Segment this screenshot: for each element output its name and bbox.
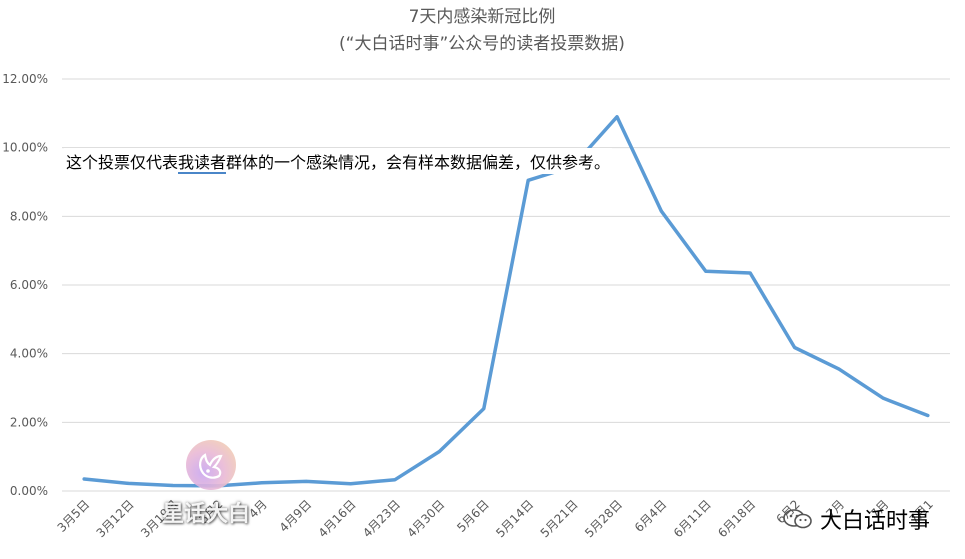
x-tick-label: 4月23日 — [360, 497, 403, 540]
x-tick-label: 4月30日 — [404, 497, 447, 540]
y-tick-label: 4.00% — [10, 347, 48, 361]
annotation-text-after: 群体的一个感染情况，会有样本数据偏差，仅供参考。 — [226, 153, 611, 172]
data-point — [659, 209, 663, 213]
data-point — [82, 477, 86, 481]
data-point — [704, 269, 708, 273]
annotation-text-before: 这个投票仅代表 — [66, 153, 179, 172]
y-tick-label: 6.00% — [10, 278, 48, 292]
data-point — [748, 271, 752, 275]
x-tick-label: 5月21日 — [538, 497, 581, 540]
gridlines — [62, 78, 950, 492]
rabbit-logo-icon — [186, 440, 236, 490]
wechat-icon — [782, 507, 814, 531]
y-tick-label: 12.00% — [2, 72, 48, 86]
chart-subtitle: (“大白话时事”公众号的读者投票数据) — [339, 34, 625, 54]
data-point — [526, 178, 530, 182]
x-tick-label: 5月6日 — [454, 497, 492, 535]
data-point — [304, 479, 308, 483]
chart-annotation: 这个投票仅代表我读者群体的一个感染情况，会有样本数据偏差，仅供参考。 — [64, 148, 613, 174]
watermark-right-text: 大白话时事 — [820, 509, 931, 534]
x-tick-label: 6月11日 — [671, 497, 714, 540]
data-point — [349, 482, 353, 486]
data-point — [171, 484, 175, 488]
data-point — [393, 478, 397, 482]
x-tick-label: 4月9日 — [277, 497, 315, 535]
x-tick-label: 3月5日 — [55, 497, 93, 535]
data-point — [437, 450, 441, 454]
y-tick-label: 10.00% — [2, 141, 48, 155]
data-point — [615, 115, 619, 119]
x-tick-label: 6月4日 — [632, 497, 670, 535]
x-tick-label: 5月28日 — [582, 497, 625, 540]
data-point — [482, 407, 486, 411]
x-tick-label: 6月18日 — [715, 497, 758, 540]
watermark-right: 大白话时事 — [782, 503, 930, 535]
data-point — [881, 396, 885, 400]
y-tick-label: 0.00% — [10, 484, 48, 498]
chart-title: 7天内感染新冠比例 — [409, 7, 556, 27]
y-tick-label: 2.00% — [10, 415, 48, 429]
x-tick-label: 4月16日 — [316, 497, 359, 540]
data-point — [926, 413, 930, 417]
annotation-text-underlined: 我读者 — [178, 153, 227, 174]
data-point — [793, 345, 797, 349]
watermark-left: 星话大白 — [162, 502, 251, 527]
data-point — [837, 367, 841, 371]
data-point — [127, 481, 131, 485]
y-tick-label: 8.00% — [10, 209, 48, 223]
x-tick-label: 5月14日 — [493, 497, 536, 540]
y-axis-tick-labels: 0.00% 2.00% 4.00% 6.00% 8.00% 10.00% 12.00% — [2, 72, 48, 498]
x-tick-label: 3月12日 — [94, 497, 137, 540]
data-point — [260, 481, 264, 485]
